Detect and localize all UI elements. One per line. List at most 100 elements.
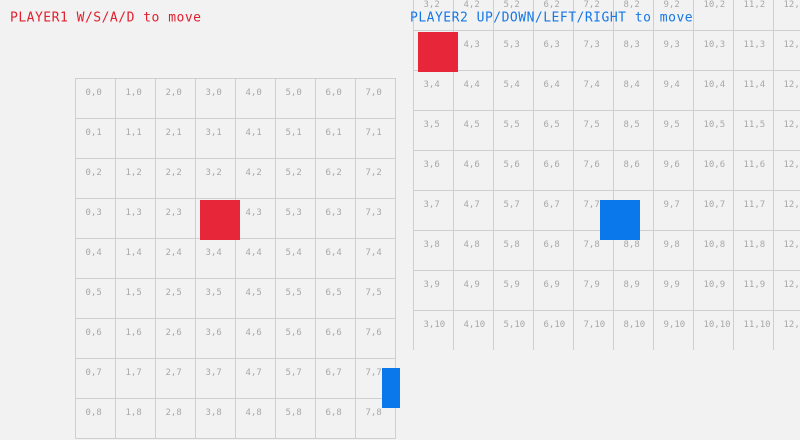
tile-label: 2,0 xyxy=(166,88,182,98)
tile-label: 0,4 xyxy=(86,248,102,258)
tile-label: 7,0 xyxy=(366,88,382,98)
tile-label: 6,5 xyxy=(544,120,560,130)
tile-label: 7,2 xyxy=(584,0,600,10)
tile-label: 11,8 xyxy=(744,240,766,250)
tile-label: 5,8 xyxy=(504,240,520,250)
tile-label: 9,6 xyxy=(664,160,680,170)
tile-label: 6,3 xyxy=(326,208,342,218)
tile-label: 7,1 xyxy=(366,128,382,138)
tile-label: 6,8 xyxy=(544,240,560,250)
player1 xyxy=(200,200,240,240)
tile-label: 3,1 xyxy=(206,128,222,138)
tile-label: 4,4 xyxy=(464,80,480,90)
tile-label: 5,10 xyxy=(504,320,526,330)
tile-label: 8,10 xyxy=(624,320,646,330)
tile-label: 11,7 xyxy=(744,200,766,210)
tile-label: 7,2 xyxy=(366,168,382,178)
tile-label: 1,7 xyxy=(126,368,142,378)
tile-label: 10,9 xyxy=(704,280,726,290)
player2 xyxy=(600,200,640,240)
tile-label: 11,4 xyxy=(744,80,766,90)
tile-label: 0,7 xyxy=(86,368,102,378)
tile-label: 12,8 xyxy=(784,240,800,250)
tile-label: 4,2 xyxy=(464,0,480,10)
tile-label: 3,7 xyxy=(206,368,222,378)
tile-label: 7,6 xyxy=(584,160,600,170)
tile-label: 4,0 xyxy=(246,88,262,98)
tile-label: 12,2 xyxy=(784,0,800,10)
tile-label: 9,8 xyxy=(664,240,680,250)
tile-label: 7,6 xyxy=(366,328,382,338)
tile-label: 0,2 xyxy=(86,168,102,178)
tile-label: 7,9 xyxy=(584,280,600,290)
tile-label: 8,5 xyxy=(624,120,640,130)
tile-label: 12,5 xyxy=(784,120,800,130)
tile-label: 2,4 xyxy=(166,248,182,258)
tile-label: 4,4 xyxy=(246,248,262,258)
tile-label: 6,2 xyxy=(544,0,560,10)
tile-label: 10,10 xyxy=(704,320,731,330)
tile-label: 5,6 xyxy=(286,328,302,338)
tile-label: 12,7 xyxy=(784,200,800,210)
tile-label: 3,8 xyxy=(206,408,222,418)
tile-label: 4,8 xyxy=(246,408,262,418)
tile-label: 9,2 xyxy=(664,0,680,10)
tile-label: 6,1 xyxy=(326,128,342,138)
tile-label: 12,9 xyxy=(784,280,800,290)
tile-label: 10,2 xyxy=(704,0,726,10)
tile-label: 10,4 xyxy=(704,80,726,90)
tile-label: 0,1 xyxy=(86,128,102,138)
tile-label: 6,5 xyxy=(326,288,342,298)
tile-label: 5,2 xyxy=(504,0,520,10)
tile-label: 11,10 xyxy=(744,320,771,330)
tile-label: 2,5 xyxy=(166,288,182,298)
tile-label: 5,1 xyxy=(286,128,302,138)
tile-label: 0,6 xyxy=(86,328,102,338)
tile-label: 11,2 xyxy=(744,0,766,10)
tile-label: 1,6 xyxy=(126,328,142,338)
tile-label: 9,3 xyxy=(664,40,680,50)
tile-label: 7,10 xyxy=(584,320,606,330)
tile-label: 10,6 xyxy=(704,160,726,170)
tile-label: 10,3 xyxy=(704,40,726,50)
tile-label: 3,4 xyxy=(206,248,222,258)
tile-label: 7,4 xyxy=(584,80,600,90)
tile-label: 0,5 xyxy=(86,288,102,298)
tile-label: 3,9 xyxy=(424,280,440,290)
tile-label: 8,8 xyxy=(624,240,640,250)
tile-label: 7,7 xyxy=(584,200,600,210)
tile-label: 3,2 xyxy=(424,0,440,10)
tile-label: 4,6 xyxy=(464,160,480,170)
tile-label: 9,7 xyxy=(664,200,680,210)
tile-label: 6,9 xyxy=(544,280,560,290)
tile-label: 4,5 xyxy=(464,120,480,130)
tile-label: 8,3 xyxy=(624,40,640,50)
tile-label: 11,5 xyxy=(744,120,766,130)
tile-label: 6,4 xyxy=(326,248,342,258)
tile-label: 2,6 xyxy=(166,328,182,338)
tile-label: 6,8 xyxy=(326,408,342,418)
tile-label: 6,7 xyxy=(544,200,560,210)
tile-label: 6,3 xyxy=(544,40,560,50)
tile-label: 1,1 xyxy=(126,128,142,138)
tile-label: 4,5 xyxy=(246,288,262,298)
tile-label: 4,3 xyxy=(464,40,480,50)
tile-label: 4,9 xyxy=(464,280,480,290)
tile-label: 9,9 xyxy=(664,280,680,290)
tile-label: 8,6 xyxy=(624,160,640,170)
tile-label: 6,0 xyxy=(326,88,342,98)
player1 xyxy=(418,32,458,72)
tile-label: 12,3 xyxy=(784,40,800,50)
tile-label: 5,5 xyxy=(504,120,520,130)
tile-label: 3,10 xyxy=(424,320,446,330)
tile-label: 1,3 xyxy=(126,208,142,218)
tile-label: 0,8 xyxy=(86,408,102,418)
tile-label: 6,6 xyxy=(326,328,342,338)
tile-label: 5,7 xyxy=(504,200,520,210)
tile-label: 4,7 xyxy=(246,368,262,378)
tile-label: 6,4 xyxy=(544,80,560,90)
tile-label: 10,8 xyxy=(704,240,726,250)
tile-label: 10,7 xyxy=(704,200,726,210)
